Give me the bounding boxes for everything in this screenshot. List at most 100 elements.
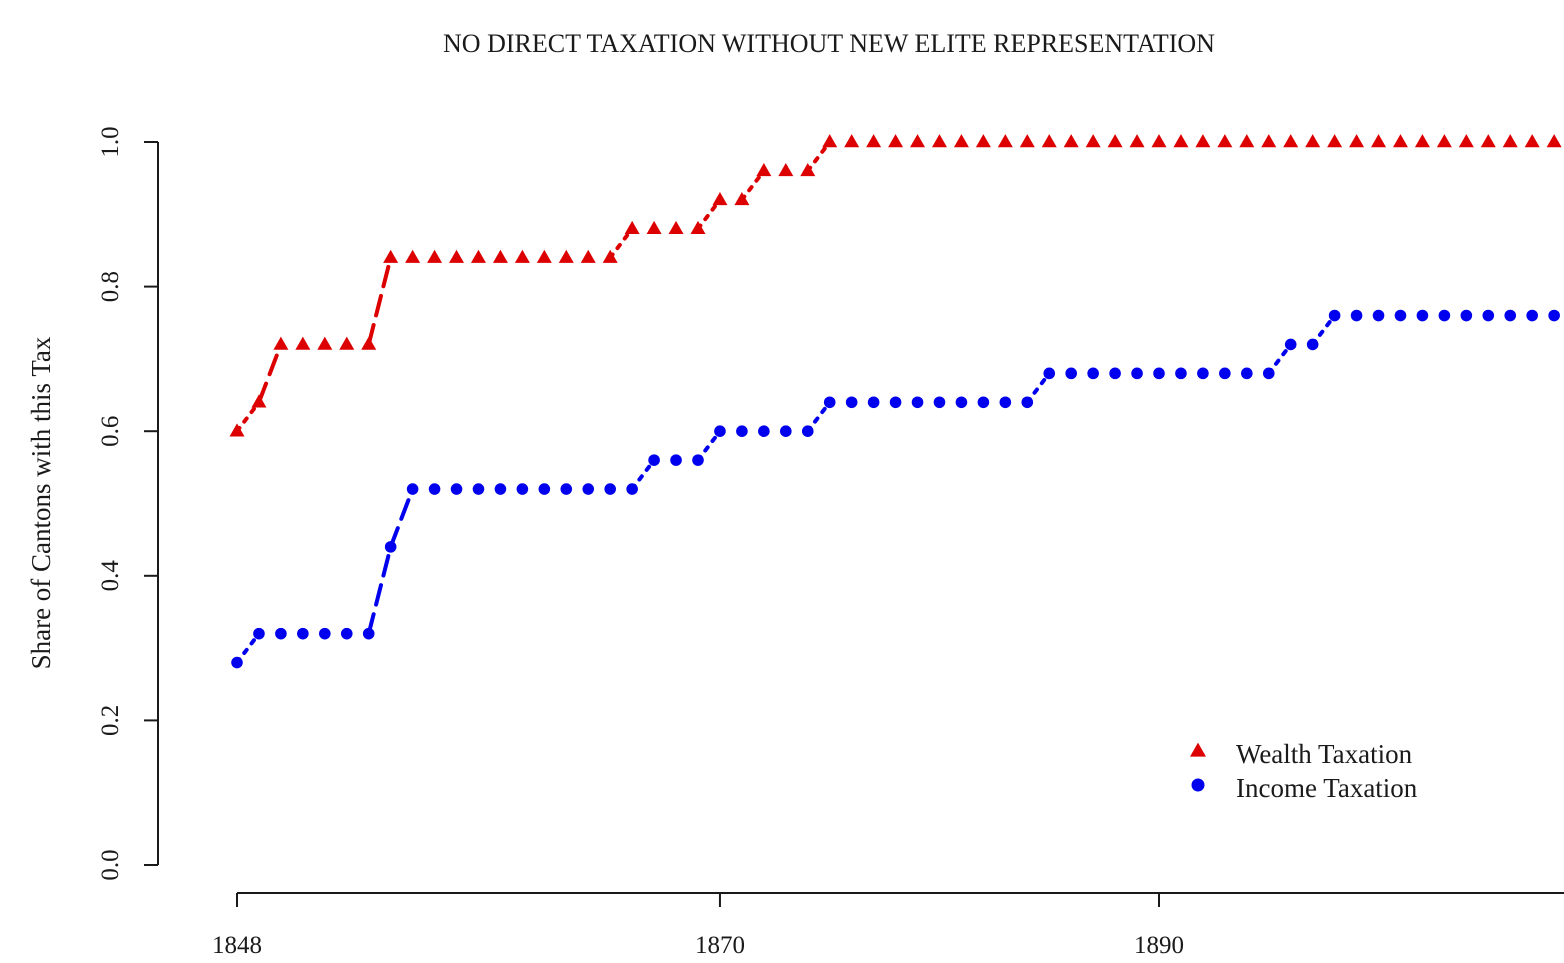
data-point-circle: [297, 627, 309, 640]
data-point-triangle: [1349, 134, 1365, 148]
data-point-triangle: [1392, 134, 1408, 148]
data-point-triangle: [1173, 134, 1189, 148]
data-point-triangle: [997, 134, 1013, 148]
data-point-triangle: [580, 249, 596, 263]
data-point-triangle: [1261, 134, 1277, 148]
data-point-triangle: [844, 134, 860, 148]
data-point-triangle: [470, 249, 486, 263]
x-tick-label: 1890: [1134, 932, 1184, 959]
series-line-segment: [388, 487, 415, 549]
data-point-circle: [955, 396, 968, 409]
data-point-triangle: [756, 163, 772, 177]
legend-triangle-marker: [1190, 742, 1206, 757]
chart-title: NO DIRECT TAXATION WITHOUT NEW ELITE REP…: [443, 29, 1215, 58]
data-point-triangle: [1305, 134, 1321, 148]
data-point-triangle: [405, 249, 421, 263]
series-layer: [229, 134, 1562, 669]
data-point-circle: [1460, 309, 1473, 322]
data-point-circle: [340, 627, 353, 640]
data-point-triangle: [975, 134, 991, 148]
data-point-triangle: [492, 249, 508, 263]
data-point-circle: [1504, 309, 1517, 322]
data-point-circle: [275, 627, 287, 640]
series-line-segment: [366, 544, 393, 636]
data-point-circle: [1438, 309, 1451, 322]
data-point-circle: [560, 483, 573, 495]
data-point-circle: [1284, 338, 1297, 351]
data-point-triangle: [668, 220, 684, 235]
data-point-circle: [1262, 367, 1275, 380]
series-line-segment: [256, 342, 283, 405]
data-point-triangle: [361, 336, 377, 350]
data-point-circle: [1482, 309, 1495, 322]
y-tick-label: 0.6: [97, 416, 124, 447]
data-point-circle: [406, 483, 419, 495]
legend-label: Wealth Taxation: [1236, 739, 1413, 769]
data-point-circle: [1306, 338, 1319, 351]
y-axis-label: Share of Cantons with this Tax: [26, 336, 56, 669]
data-point-triangle: [514, 249, 530, 263]
data-point-circle: [1109, 367, 1121, 380]
data-point-circle: [1175, 367, 1187, 380]
data-point-circle: [1087, 367, 1099, 380]
data-point-circle: [692, 454, 704, 466]
data-point-circle: [1131, 367, 1143, 380]
data-point-circle: [648, 454, 660, 466]
data-point-triangle: [646, 220, 662, 235]
data-point-circle: [1043, 367, 1056, 380]
data-point-triangle: [953, 134, 969, 148]
data-point-triangle: [1327, 134, 1343, 148]
data-point-triangle: [690, 220, 706, 235]
data-point-triangle: [866, 134, 882, 148]
data-point-triangle: [602, 249, 618, 263]
data-point-triangle: [800, 163, 816, 177]
y-tick-label: 0.2: [97, 705, 124, 736]
data-point-triangle: [1107, 134, 1123, 148]
data-point-triangle: [229, 423, 245, 437]
data-point-circle: [1328, 309, 1341, 322]
data-point-circle: [1241, 367, 1253, 380]
data-point-triangle: [383, 249, 399, 263]
legend-entry: Wealth Taxation: [1190, 739, 1413, 769]
data-point-triangle: [822, 134, 838, 148]
legend-entry: Income Taxation: [1191, 773, 1418, 803]
data-point-triangle: [558, 249, 574, 263]
data-point-triangle: [1414, 134, 1430, 148]
legend-circle-marker: [1191, 778, 1205, 792]
data-point-triangle: [449, 249, 465, 263]
data-point-circle: [823, 396, 836, 409]
data-point-triangle: [931, 134, 947, 148]
data-point-circle: [582, 483, 595, 495]
data-point-triangle: [536, 249, 552, 263]
data-point-triangle: [1480, 134, 1496, 148]
data-point-triangle: [427, 249, 443, 263]
data-point-triangle: [295, 336, 311, 350]
data-point-triangle: [251, 394, 267, 408]
data-point-circle: [999, 396, 1012, 409]
data-point-triangle: [1195, 134, 1211, 148]
data-point-circle: [1197, 367, 1209, 380]
data-point-circle: [626, 483, 638, 495]
legend-label: Income Taxation: [1236, 773, 1418, 803]
data-point-circle: [516, 483, 529, 495]
data-point-circle: [231, 656, 243, 669]
data-point-circle: [1416, 309, 1429, 322]
data-point-circle: [494, 483, 507, 495]
y-tick-label: 1.0: [97, 126, 124, 157]
series-wealth: [229, 134, 1562, 437]
data-point-triangle: [1085, 134, 1101, 148]
data-point-circle: [362, 627, 375, 640]
data-point-triangle: [910, 134, 926, 148]
series-income: [231, 309, 1560, 669]
data-point-circle: [845, 396, 858, 409]
data-point-circle: [1350, 309, 1363, 322]
data-point-circle: [714, 425, 726, 438]
data-point-circle: [538, 483, 551, 495]
series-line-segment: [366, 255, 393, 347]
y-tick-label: 0.8: [97, 271, 124, 302]
data-point-circle: [867, 396, 880, 409]
data-point-triangle: [1283, 134, 1299, 148]
data-point-triangle: [1217, 134, 1233, 148]
x-tick-label: 1870: [695, 932, 745, 959]
